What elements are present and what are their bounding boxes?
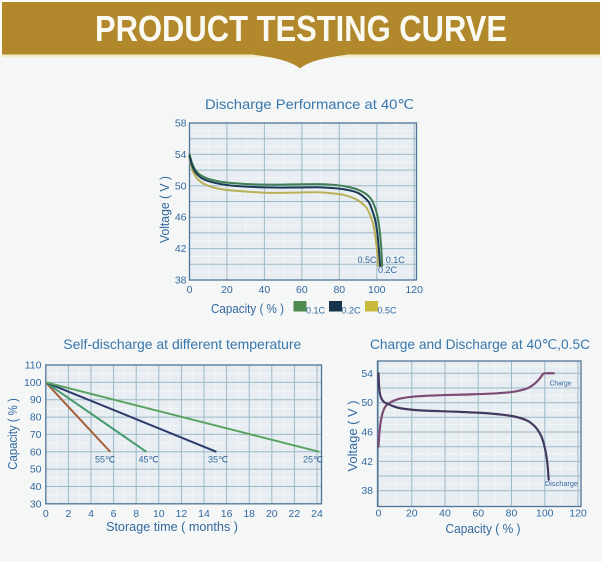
svg-text:22: 22	[289, 508, 301, 520]
svg-text:4: 4	[88, 508, 94, 520]
svg-text:50: 50	[361, 397, 373, 409]
svg-text:Capacity ( % ): Capacity ( % )	[211, 302, 284, 316]
svg-text:8: 8	[133, 508, 139, 520]
svg-text:40: 40	[259, 284, 271, 296]
svg-text:Voltage ( V ): Voltage ( V )	[346, 401, 360, 472]
svg-text:42: 42	[361, 456, 373, 468]
svg-text:38: 38	[361, 485, 373, 497]
svg-text:14: 14	[198, 508, 210, 520]
svg-text:70: 70	[30, 429, 42, 441]
svg-text:38: 38	[175, 275, 187, 287]
svg-text:Charge: Charge	[550, 378, 572, 387]
svg-text:100: 100	[24, 377, 42, 389]
svg-text:80: 80	[506, 508, 518, 520]
svg-text:80: 80	[30, 412, 42, 424]
svg-text:0.1C: 0.1C	[306, 306, 326, 316]
svg-text:20: 20	[221, 284, 233, 296]
svg-text:10: 10	[153, 508, 165, 520]
svg-text:12: 12	[176, 508, 188, 520]
svg-text:60: 60	[30, 446, 42, 458]
svg-text:0.1C: 0.1C	[386, 255, 406, 265]
svg-text:60: 60	[296, 284, 308, 296]
svg-text:60: 60	[472, 508, 484, 520]
svg-text:24: 24	[311, 508, 323, 520]
svg-text:58: 58	[175, 118, 187, 130]
svg-text:0.2C: 0.2C	[378, 265, 398, 275]
svg-text:30: 30	[30, 498, 42, 510]
svg-text:18: 18	[243, 508, 255, 520]
svg-text:0: 0	[376, 508, 382, 520]
svg-text:Discharge: Discharge	[545, 479, 578, 488]
svg-text:50: 50	[175, 180, 187, 192]
svg-text:Capacity ( % ): Capacity ( % )	[446, 522, 521, 536]
svg-text:90: 90	[30, 394, 42, 406]
svg-text:40: 40	[30, 481, 42, 493]
svg-text:50: 50	[30, 464, 42, 476]
svg-text:0: 0	[43, 508, 49, 520]
svg-text:Charge and Discharge at 40℃,0.: Charge and Discharge at 40℃,0.5C	[370, 336, 590, 352]
svg-text:40: 40	[439, 508, 451, 520]
svg-text:Storage time ( months ): Storage time ( months )	[106, 520, 238, 534]
svg-text:Capacity ( % ): Capacity ( % )	[6, 398, 20, 470]
svg-text:54: 54	[361, 368, 373, 380]
svg-text:16: 16	[221, 508, 233, 520]
svg-text:0.5C: 0.5C	[378, 306, 398, 316]
svg-text:42: 42	[175, 243, 187, 255]
svg-text:54: 54	[175, 149, 187, 161]
svg-text:Self-discharge at different te: Self-discharge at different temperature	[63, 336, 301, 352]
svg-text:Discharge Performance at 40℃: Discharge Performance at 40℃	[205, 96, 414, 112]
svg-text:120: 120	[569, 508, 587, 520]
svg-text:0.5C: 0.5C	[357, 255, 377, 265]
svg-text:100: 100	[368, 284, 386, 296]
svg-text:Voltage ( V ): Voltage ( V )	[158, 176, 172, 243]
svg-text:80: 80	[333, 284, 345, 296]
svg-text:100: 100	[536, 508, 554, 520]
svg-text:35℃: 35℃	[208, 455, 228, 465]
svg-text:110: 110	[25, 360, 42, 372]
svg-text:46: 46	[361, 427, 373, 439]
svg-text:120: 120	[405, 284, 423, 296]
svg-text:55℃: 55℃	[95, 455, 115, 465]
svg-text:46: 46	[175, 212, 187, 224]
svg-text:20: 20	[266, 508, 278, 520]
svg-text:2: 2	[65, 508, 71, 520]
svg-text:6: 6	[111, 508, 117, 520]
svg-text:0.2C: 0.2C	[342, 306, 362, 316]
svg-text:0: 0	[187, 284, 193, 296]
svg-text:45℃: 45℃	[138, 455, 158, 465]
svg-text:PRODUCT TESTING CURVE: PRODUCT TESTING CURVE	[95, 8, 507, 49]
svg-text:25℃: 25℃	[303, 455, 323, 465]
svg-text:20: 20	[406, 508, 418, 520]
